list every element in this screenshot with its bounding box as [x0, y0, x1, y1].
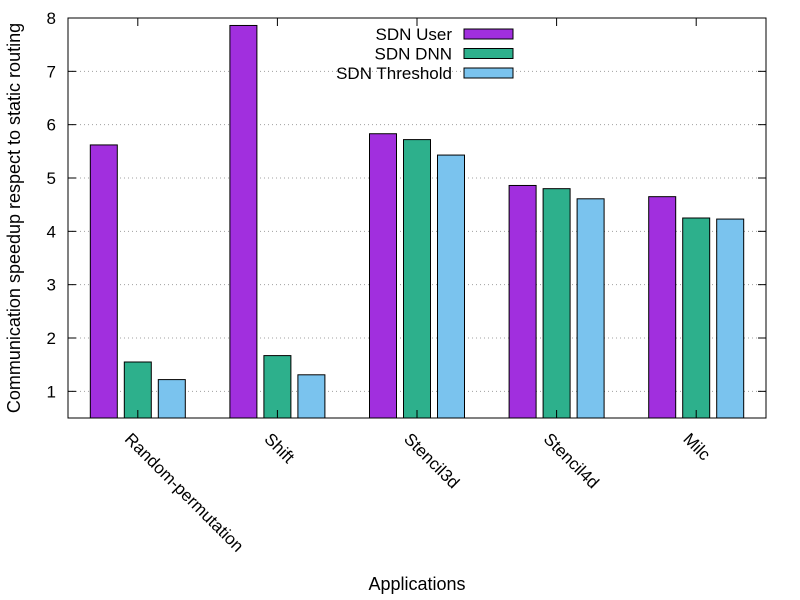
y-tick-label: 8: [47, 9, 56, 28]
bar: [123, 361, 152, 419]
legend-label: SDN DNN: [375, 45, 452, 64]
legend-label: SDN User: [375, 25, 452, 44]
x-tick-label: Stencil3d: [400, 429, 463, 492]
legend-swatch: [463, 48, 514, 59]
bar: [437, 154, 465, 419]
bar: [157, 379, 186, 419]
y-tick-label: 1: [47, 382, 56, 401]
y-tick-label: 7: [47, 62, 56, 81]
y-tick-label: 6: [47, 116, 56, 135]
bar: [716, 218, 745, 419]
y-tick-label: 2: [47, 329, 56, 348]
x-tick-label: Random-permutation: [121, 429, 247, 555]
bar: [89, 144, 118, 419]
y-axis-label: Communication speedup respect to static …: [4, 23, 24, 413]
legend-swatch: [463, 67, 514, 79]
bar: [508, 184, 537, 419]
x-tick-label: Stencil4d: [540, 429, 603, 492]
legend-label: SDN Threshold: [336, 64, 452, 83]
x-tick-label: Shift: [261, 429, 299, 467]
bar: [297, 374, 326, 419]
bar: [229, 24, 258, 419]
bar: [576, 198, 605, 419]
bar: [648, 196, 677, 419]
bar: [403, 139, 431, 419]
legend-swatch: [463, 28, 514, 40]
bar: [682, 217, 711, 419]
y-tick-label: 4: [47, 222, 56, 241]
bar: [369, 133, 397, 419]
x-tick-label: Milc: [679, 429, 714, 464]
x-axis-label: Applications: [368, 574, 465, 594]
y-axis: 1 2 3 4 5 6 7 8: [47, 9, 766, 401]
bar: [542, 188, 571, 419]
y-tick-label: 3: [47, 276, 56, 295]
y-tick-label: 5: [47, 169, 56, 188]
bars: [89, 24, 745, 419]
bar: [263, 355, 292, 419]
